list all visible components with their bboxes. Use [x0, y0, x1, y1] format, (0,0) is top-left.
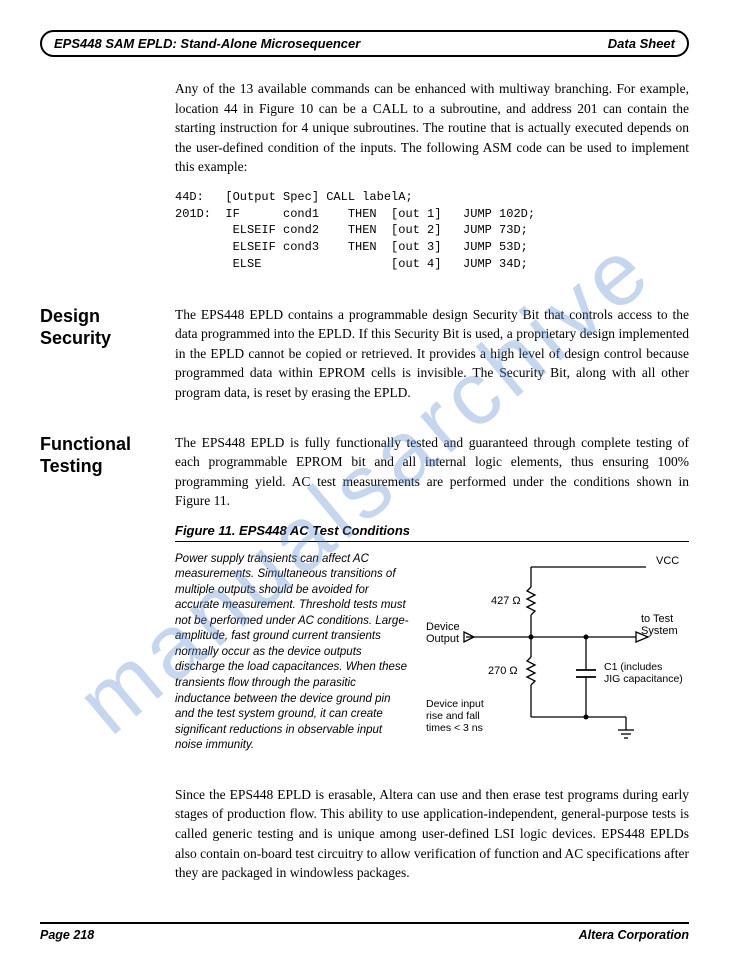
- design-security-para: The EPS448 EPLD contains a programmable …: [175, 305, 689, 403]
- intro-section: Any of the 13 available commands can be …: [40, 79, 689, 287]
- input-note: Device input: [426, 698, 484, 710]
- intro-paragraph: Any of the 13 available commands can be …: [175, 79, 689, 177]
- svg-text:rise and fall: rise and fall: [426, 710, 480, 722]
- c1-label: C1 (includes: [604, 661, 662, 673]
- svg-text:times < 3 ns: times < 3 ns: [426, 722, 483, 734]
- functional-testing-heading: Functional Testing: [40, 433, 175, 895]
- content: Any of the 13 available commands can be …: [40, 79, 689, 895]
- svg-text:Output: Output: [426, 633, 459, 645]
- design-security-section: Design Security The EPS448 EPLD contains…: [40, 305, 689, 415]
- svg-text:System: System: [641, 625, 678, 637]
- header-bar: EPS448 SAM EPLD: Stand-Alone Microsequen…: [40, 30, 689, 57]
- footer-company: Altera Corporation: [579, 928, 689, 942]
- functional-testing-para: The EPS448 EPLD is fully functionally te…: [175, 433, 689, 511]
- page-number: Page 218: [40, 928, 94, 942]
- figure-caption: Figure 11. EPS448 AC Test Conditions: [175, 523, 689, 542]
- design-security-heading: Design Security: [40, 305, 175, 415]
- vcc-label: VCC: [656, 555, 679, 567]
- functional-testing-section: Functional Testing The EPS448 EPLD is fu…: [40, 433, 689, 895]
- to-test-label: to Test: [641, 613, 673, 625]
- header-title-right: Data Sheet: [608, 36, 675, 51]
- figure-note: Power supply transients can affect AC me…: [175, 552, 410, 767]
- circuit-diagram: VCC 427 Ω Device Output: [426, 552, 689, 767]
- closing-para: Since the EPS448 EPLD is erasable, Alter…: [175, 785, 689, 883]
- header-title-left: EPS448 SAM EPLD: Stand-Alone Microsequen…: [54, 36, 360, 51]
- figure-11: Power supply transients can affect AC me…: [175, 552, 689, 767]
- device-output-label: Device: [426, 621, 460, 633]
- asm-code-block: 44D: [Output Spec] CALL labelA; 201D: IF…: [175, 189, 689, 273]
- r2-label: 270 Ω: [488, 665, 518, 677]
- r1-label: 427 Ω: [491, 595, 521, 607]
- svg-text:JIG capacitance): JIG capacitance): [604, 673, 683, 685]
- footer-bar: Page 218 Altera Corporation: [40, 922, 689, 942]
